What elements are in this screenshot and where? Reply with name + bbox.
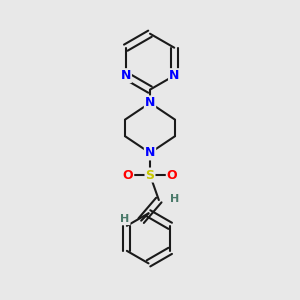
Text: H: H <box>120 214 130 224</box>
Text: N: N <box>169 69 179 82</box>
Text: N: N <box>121 69 131 82</box>
Text: H: H <box>170 194 180 204</box>
Text: S: S <box>146 169 154 182</box>
Text: O: O <box>123 169 133 182</box>
Text: N: N <box>145 146 155 159</box>
Text: O: O <box>167 169 177 182</box>
Text: N: N <box>145 96 155 110</box>
